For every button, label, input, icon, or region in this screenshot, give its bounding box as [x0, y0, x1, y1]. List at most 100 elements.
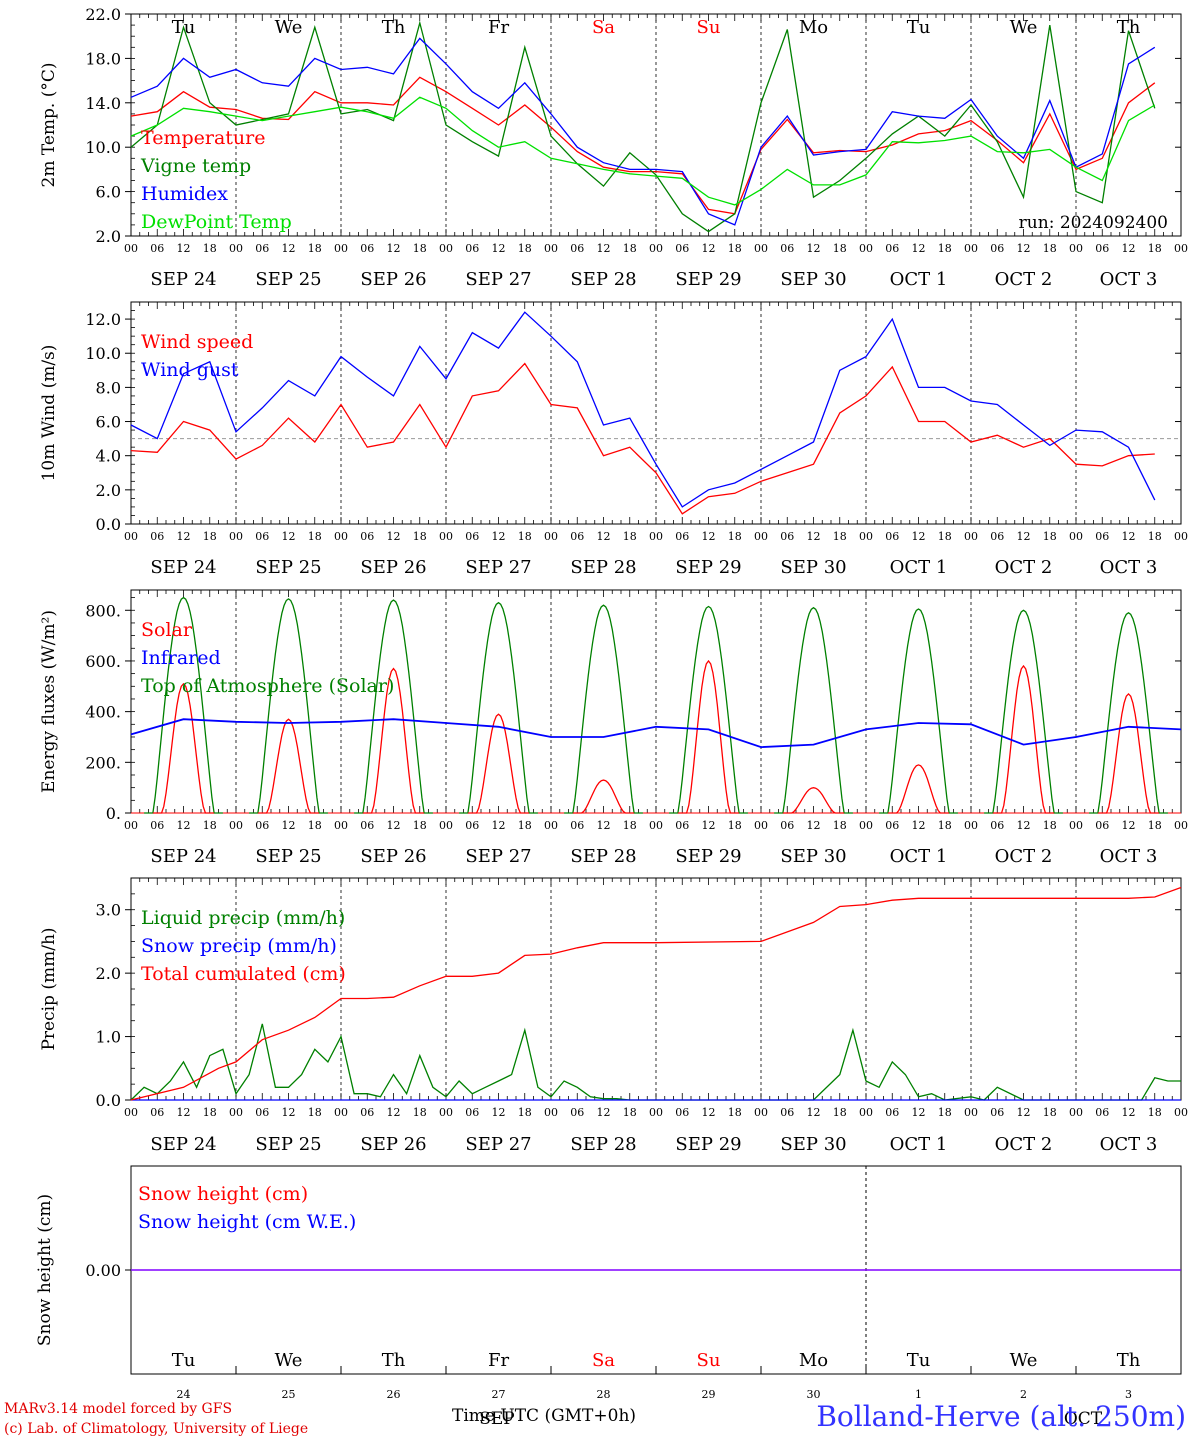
- toa-solar-line: [669, 605, 748, 814]
- hour-tick-label: 18: [728, 819, 742, 832]
- hour-tick-label: 12: [492, 1106, 506, 1119]
- hour-tick-label: 18: [1043, 242, 1057, 255]
- hour-tick-label: 00: [1174, 530, 1188, 543]
- date-label: SEP 25: [255, 269, 321, 290]
- date-label: SEP 26: [360, 846, 426, 867]
- hour-tick-label: 00: [229, 530, 243, 543]
- weekday-label-bottom: Th: [1117, 1350, 1141, 1371]
- date-label: SEP 24: [150, 846, 216, 867]
- date-label: SEP 28: [570, 557, 636, 578]
- hour-tick-label: 06: [990, 819, 1004, 832]
- hour-tick-label: 00: [649, 242, 663, 255]
- hour-tick-label: 00: [649, 530, 663, 543]
- hour-tick-label: 12: [807, 530, 821, 543]
- hour-tick-label: 00: [334, 530, 348, 543]
- day-number-label: 30: [807, 1388, 821, 1401]
- hour-tick-label: 00: [124, 530, 138, 543]
- y-axis-label-3: Energy fluxes (W/m²): [39, 610, 59, 793]
- date-label: OCT 3: [1100, 846, 1158, 867]
- hour-tick-label: 00: [1174, 819, 1188, 832]
- hour-tick-label: 06: [990, 530, 1004, 543]
- hour-tick-label: 18: [413, 819, 427, 832]
- y-tick-label: 400.: [85, 703, 121, 722]
- solar-line: [887, 764, 950, 814]
- hour-tick-label: 18: [938, 530, 952, 543]
- hour-tick-label: 06: [570, 242, 584, 255]
- hour-tick-label: 12: [1122, 530, 1136, 543]
- date-label: SEP 29: [675, 1134, 741, 1155]
- hour-tick-label: 06: [255, 530, 269, 543]
- day-number-label: 29: [702, 1388, 716, 1401]
- cumulated-precip-line: [130, 886, 1182, 1101]
- date-label: SEP 28: [570, 846, 636, 867]
- date-label: SEP 25: [255, 846, 321, 867]
- legend-entry: Snow precip (mm/h): [141, 935, 337, 957]
- hour-tick-label: 06: [675, 1106, 689, 1119]
- date-label: OCT 1: [890, 1134, 948, 1155]
- hour-tick-label: 00: [859, 819, 873, 832]
- solar-line: [1097, 692, 1160, 814]
- day-number-label: 2: [1020, 1388, 1027, 1401]
- hour-tick-label: 00: [439, 530, 453, 543]
- date-label: OCT 3: [1100, 269, 1158, 290]
- hour-tick-label: 12: [177, 530, 191, 543]
- hour-tick-label: 00: [439, 819, 453, 832]
- hour-tick-label: 06: [570, 1106, 584, 1119]
- legend-entry: Infrared: [141, 647, 221, 669]
- weekday-label: Th: [382, 17, 406, 38]
- hour-tick-label: 00: [544, 242, 558, 255]
- hour-tick-label: 18: [203, 242, 217, 255]
- day-number-label: 3: [1125, 1388, 1132, 1401]
- legend-entry: Wind speed: [141, 331, 253, 353]
- series-line-2: [130, 20, 1156, 233]
- hour-tick-label: 12: [702, 1106, 716, 1119]
- series-line-3: [130, 37, 1156, 226]
- hour-tick-label: 00: [859, 1106, 873, 1119]
- hour-tick-label: 18: [1043, 1106, 1057, 1119]
- hour-tick-label: 00: [124, 819, 138, 832]
- solar-line: [782, 787, 845, 814]
- toa-solar-line: [564, 604, 643, 814]
- y-tick-label: 0.0: [96, 1091, 121, 1110]
- hour-tick-label: 00: [334, 1106, 348, 1119]
- hour-tick-label: 06: [885, 242, 899, 255]
- hour-tick-label: 12: [282, 242, 296, 255]
- y-tick-label: 6.0: [96, 413, 121, 432]
- date-label: SEP 28: [570, 269, 636, 290]
- y-axis-label-5: Snow height (cm): [35, 1194, 55, 1346]
- hour-tick-label: 00: [1069, 1106, 1083, 1119]
- solar-line: [257, 718, 320, 814]
- y-tick-label: 3.0: [96, 901, 121, 920]
- date-label: OCT 2: [995, 846, 1053, 867]
- hour-tick-label: 18: [308, 1106, 322, 1119]
- hour-tick-label: 06: [990, 1106, 1004, 1119]
- weekday-label: Tu: [907, 17, 931, 38]
- weekday-label-bottom: Sa: [592, 1350, 615, 1371]
- hour-tick-label: 00: [964, 819, 978, 832]
- hour-tick-label: 00: [229, 819, 243, 832]
- hour-tick-label: 06: [150, 1106, 164, 1119]
- date-label: OCT 2: [995, 269, 1053, 290]
- solar-line: [152, 682, 215, 814]
- y-axis-label-4: Precip (mm/h): [39, 927, 59, 1050]
- month-label-sep: SEP: [479, 1409, 515, 1429]
- toa-solar-line: [879, 608, 958, 814]
- hour-tick-label: 18: [623, 530, 637, 543]
- hour-tick-label: 06: [675, 242, 689, 255]
- hour-tick-label: 12: [387, 530, 401, 543]
- hour-tick-label: 18: [1043, 530, 1057, 543]
- date-label: SEP 27: [465, 846, 531, 867]
- weekday-label: Mo: [799, 17, 828, 38]
- date-label: OCT 1: [890, 269, 948, 290]
- hour-tick-label: 06: [150, 819, 164, 832]
- toa-solar-line: [1089, 612, 1168, 814]
- y-tick-label: 0.0: [96, 515, 121, 534]
- y-tick-label: 10.0: [85, 344, 121, 363]
- hour-tick-label: 06: [885, 530, 899, 543]
- weekday-label-bottom: Mo: [799, 1350, 828, 1371]
- hour-tick-label: 06: [150, 530, 164, 543]
- y-tick-label: 18.0: [85, 49, 121, 68]
- wind-line-2: [130, 311, 1156, 508]
- hour-tick-label: 12: [807, 242, 821, 255]
- hour-tick-label: 00: [649, 1106, 663, 1119]
